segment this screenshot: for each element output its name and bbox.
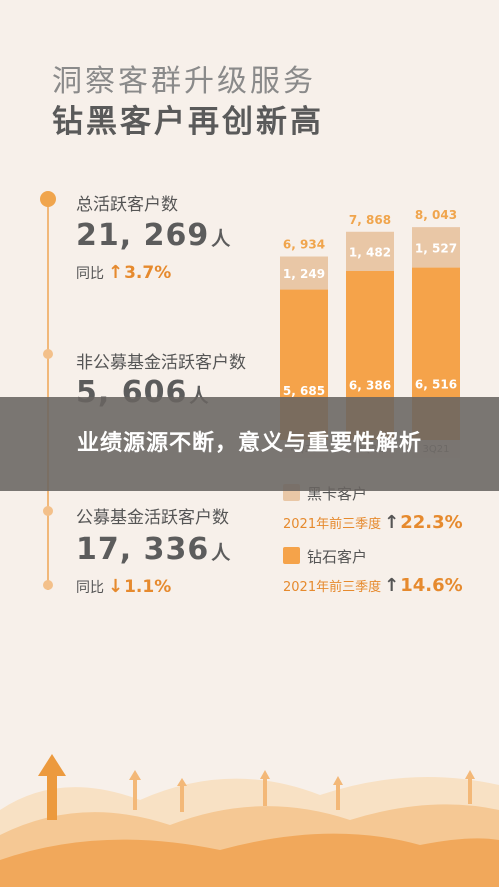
bar-value-label: 5, 685 <box>283 384 325 398</box>
bar-value-label: 1, 249 <box>283 267 325 281</box>
yoy-percent: 3.7% <box>124 262 172 283</box>
total-active-value: 21, 269 人 <box>76 218 231 253</box>
timeline-dot <box>43 506 53 516</box>
total-active-label: 总活跃客户数 <box>76 195 178 215</box>
public-fund-label: 公募基金活跃客户数 <box>76 508 229 528</box>
legend-yoy-diamond: 2021年前三季度 ↑ 14.6% <box>283 575 463 596</box>
timeline-dot <box>43 580 53 590</box>
timeline-dot <box>43 349 53 359</box>
arrow-up-icon: ↑ <box>384 512 400 533</box>
arrow-down-icon: ↓ <box>108 576 124 597</box>
bar-total-label: 7, 868 <box>349 213 391 227</box>
title-banner: 业绩源源不断，意义与重要性解析 <box>0 397 499 491</box>
public-fund-yoy: 同比 ↓ 1.1% <box>76 576 171 597</box>
total-active-unit: 人 <box>211 228 232 250</box>
total-active-yoy: 同比 ↑ 3.7% <box>76 262 171 283</box>
decorative-landscape <box>0 754 499 887</box>
banner-title: 业绩源源不断，意义与重要性解析 <box>76 431 422 456</box>
public-fund-unit: 人 <box>211 542 232 564</box>
total-active-number: 21, 269 <box>76 218 210 253</box>
bar-value-label: 1, 482 <box>349 245 391 259</box>
legend-yoy-percent: 22.3% <box>400 512 463 533</box>
yoy-prefix: 同比 <box>76 579 104 596</box>
bar-value-label: 6, 516 <box>415 377 457 391</box>
legend-yoy-black-card: 2021年前三季度 ↑ 22.3% <box>283 512 463 533</box>
page-title-line2: 钻黑客户再创新高 <box>52 104 324 140</box>
legend-yoy-percent: 14.6% <box>400 575 463 596</box>
bar-total-label: 8, 043 <box>415 208 457 222</box>
timeline-dot <box>40 191 56 207</box>
arrow-up-icon: ↑ <box>384 575 400 596</box>
legend-yoy-text: 2021年前三季度 <box>283 517 382 532</box>
hill-front <box>0 833 499 887</box>
yoy-percent: 1.1% <box>124 576 172 597</box>
bar-segment <box>346 231 394 272</box>
bar-value-label: 6, 386 <box>349 378 391 392</box>
bar-value-label: 1, 527 <box>415 241 457 255</box>
public-fund-number: 17, 336 <box>76 532 210 567</box>
arrow-up-icon: ↑ <box>108 262 124 283</box>
arrow-up-icon <box>129 770 475 812</box>
timeline-line <box>47 200 49 590</box>
bar-segment <box>280 256 328 290</box>
non-public-fund-label: 非公募基金活跃客户数 <box>76 353 246 373</box>
legend-label-diamond: 钻石客户 <box>307 548 368 566</box>
bar-segment <box>412 227 460 268</box>
legend-yoy-text: 2021年前三季度 <box>283 580 382 595</box>
yoy-prefix: 同比 <box>76 265 104 282</box>
bar-total-label: 6, 934 <box>283 238 325 252</box>
public-fund-value: 17, 336 人 <box>76 532 231 567</box>
legend-swatch-diamond <box>283 547 300 564</box>
arrow-up-icon <box>38 754 66 820</box>
page-title-line1: 洞察客群升级服务 <box>52 64 316 99</box>
